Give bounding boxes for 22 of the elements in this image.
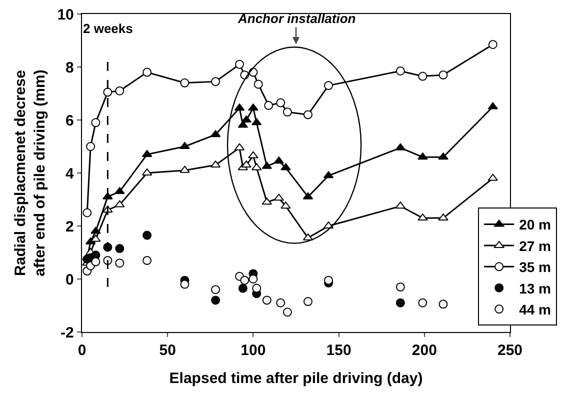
x-axis-title: Elapsed time after pile driving (day) [169, 370, 423, 388]
x-tick-label: 150 [326, 342, 352, 360]
legend-label: 13 m [519, 280, 551, 296]
x-tick-label: 0 [78, 342, 86, 360]
y-tick-label: 10 [57, 6, 74, 24]
legend-label: 35 m [519, 259, 551, 276]
y-tick-label: 0 [66, 271, 74, 288]
y-tick-label: 8 [66, 59, 74, 76]
legend-label: 20 m [519, 216, 551, 233]
annotation: Anchor installation [237, 11, 356, 26]
y-tick-label: 4 [66, 165, 75, 182]
y-tick-label: -2 [60, 324, 74, 342]
legend-label: 44 m [519, 302, 551, 318]
y-axis-title: Radial displacmenet decrese after end of pile driving (mm) [12, 70, 48, 276]
ref-line-label: 2 weeks [83, 21, 133, 36]
y-tick-label: 2 [66, 218, 74, 236]
y-tick-label: 6 [66, 112, 74, 130]
legend-label: 27 m [519, 238, 551, 254]
x-tick-label: 100 [240, 342, 266, 360]
x-tick-label: 250 [497, 342, 523, 360]
x-tick-label: 200 [412, 342, 437, 360]
x-tick-label: 50 [159, 342, 176, 360]
